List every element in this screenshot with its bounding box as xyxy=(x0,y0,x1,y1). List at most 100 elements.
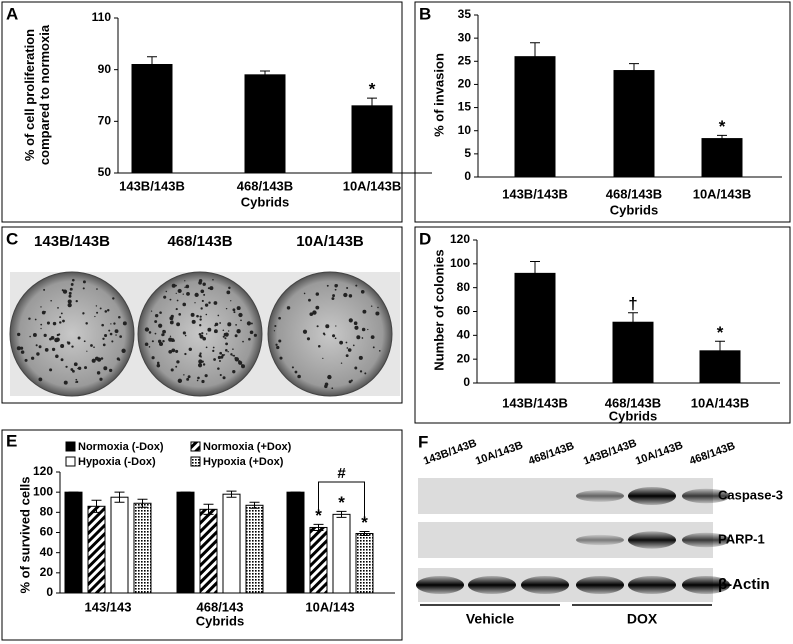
colony xyxy=(104,310,108,313)
colony xyxy=(331,387,334,390)
colony xyxy=(156,363,161,368)
colony xyxy=(159,311,162,314)
colony xyxy=(175,292,177,295)
error-bar xyxy=(367,97,377,115)
colony xyxy=(169,298,172,301)
colony xyxy=(67,299,72,304)
colony xyxy=(94,356,99,361)
bar xyxy=(309,526,328,594)
bar xyxy=(701,138,743,178)
colony xyxy=(198,359,203,364)
colony xyxy=(24,358,28,362)
colony xyxy=(240,319,242,322)
y-axis-label: % of survived cells xyxy=(17,476,32,593)
colony xyxy=(218,360,221,363)
colony xyxy=(148,331,152,334)
colony xyxy=(234,334,238,338)
colony xyxy=(103,366,108,371)
annotation: * xyxy=(315,506,322,525)
colony xyxy=(177,288,182,294)
lane-label: 143B/143B xyxy=(422,437,478,467)
colony xyxy=(77,367,79,370)
x-tick-label: 10A/143B xyxy=(693,186,752,201)
colony xyxy=(107,309,110,312)
annotation: † xyxy=(628,294,637,313)
y-tick-label: 110 xyxy=(92,10,112,24)
colony xyxy=(191,319,196,324)
colony xyxy=(118,316,121,319)
colony xyxy=(275,343,278,346)
band xyxy=(521,576,569,594)
colony xyxy=(52,321,57,326)
colony xyxy=(207,327,212,332)
group-label: DOX xyxy=(627,611,658,627)
colony xyxy=(221,354,225,357)
colony xyxy=(232,308,236,312)
bar xyxy=(355,533,374,594)
colony xyxy=(70,283,74,286)
image-label: 10A/143B xyxy=(296,233,364,250)
colony xyxy=(200,307,203,310)
colony xyxy=(226,290,231,295)
colony xyxy=(347,348,352,352)
colony xyxy=(34,318,37,321)
colony xyxy=(222,376,226,380)
colony xyxy=(163,295,167,299)
colony xyxy=(68,291,72,295)
error-bar xyxy=(226,490,237,498)
colony xyxy=(348,318,353,323)
band-label: β-Actin xyxy=(718,576,770,593)
colony xyxy=(198,332,202,336)
colony xyxy=(212,346,215,349)
colony xyxy=(225,349,228,352)
error-bar xyxy=(336,510,347,518)
colony xyxy=(370,305,373,307)
annotation: * xyxy=(369,80,376,99)
colony xyxy=(77,366,82,370)
colony xyxy=(213,329,218,334)
x-tick-label: 468/143 xyxy=(197,599,244,614)
colony xyxy=(178,313,182,316)
colony xyxy=(16,346,21,351)
colony xyxy=(346,287,349,289)
panel-label: A xyxy=(6,4,18,23)
colony xyxy=(182,331,186,335)
colony xyxy=(235,323,237,326)
colony xyxy=(28,317,31,320)
y-axis-label: Number of colonies xyxy=(431,249,446,370)
colony xyxy=(358,355,363,360)
bar xyxy=(131,64,173,174)
colony xyxy=(294,370,298,374)
y-tick-label: 20 xyxy=(458,77,472,91)
lane-label: 468/143B xyxy=(688,440,737,468)
colony xyxy=(309,312,314,317)
y-tick-label: 0 xyxy=(463,375,470,389)
colony xyxy=(99,377,103,381)
colony xyxy=(205,346,208,349)
colony xyxy=(50,299,52,302)
colony xyxy=(40,323,43,326)
y-tick-label: 60 xyxy=(457,304,471,318)
colony xyxy=(316,325,319,328)
colony xyxy=(201,379,205,384)
bar xyxy=(351,105,393,174)
colony xyxy=(286,306,291,310)
colony xyxy=(224,332,229,337)
colony xyxy=(227,330,230,332)
colony xyxy=(343,292,348,298)
colony xyxy=(46,321,50,325)
colony xyxy=(186,291,190,296)
colony xyxy=(68,294,72,298)
significance-bracket xyxy=(318,481,365,518)
colony xyxy=(332,294,335,297)
colony xyxy=(73,362,78,367)
colony xyxy=(70,368,74,371)
bar xyxy=(222,493,241,594)
colony xyxy=(32,333,37,337)
colony xyxy=(175,308,178,311)
colony xyxy=(66,341,69,343)
colony xyxy=(222,335,225,338)
colony xyxy=(96,288,98,290)
annotation: * xyxy=(719,117,726,136)
y-tick-label: 25 xyxy=(458,53,472,67)
